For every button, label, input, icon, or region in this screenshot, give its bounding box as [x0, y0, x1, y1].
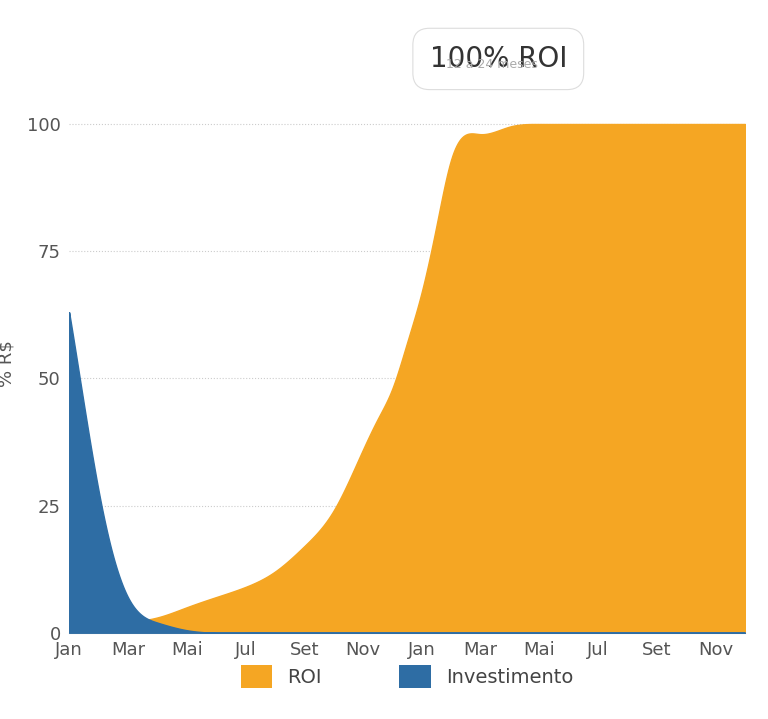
- Text: 100% ROI: 100% ROI: [424, 45, 567, 122]
- Legend: ROI, Investimento: ROI, Investimento: [240, 665, 574, 687]
- Y-axis label: % R$: % R$: [0, 339, 16, 387]
- Text: 12 a 24 meses: 12 a 24 meses: [446, 58, 538, 71]
